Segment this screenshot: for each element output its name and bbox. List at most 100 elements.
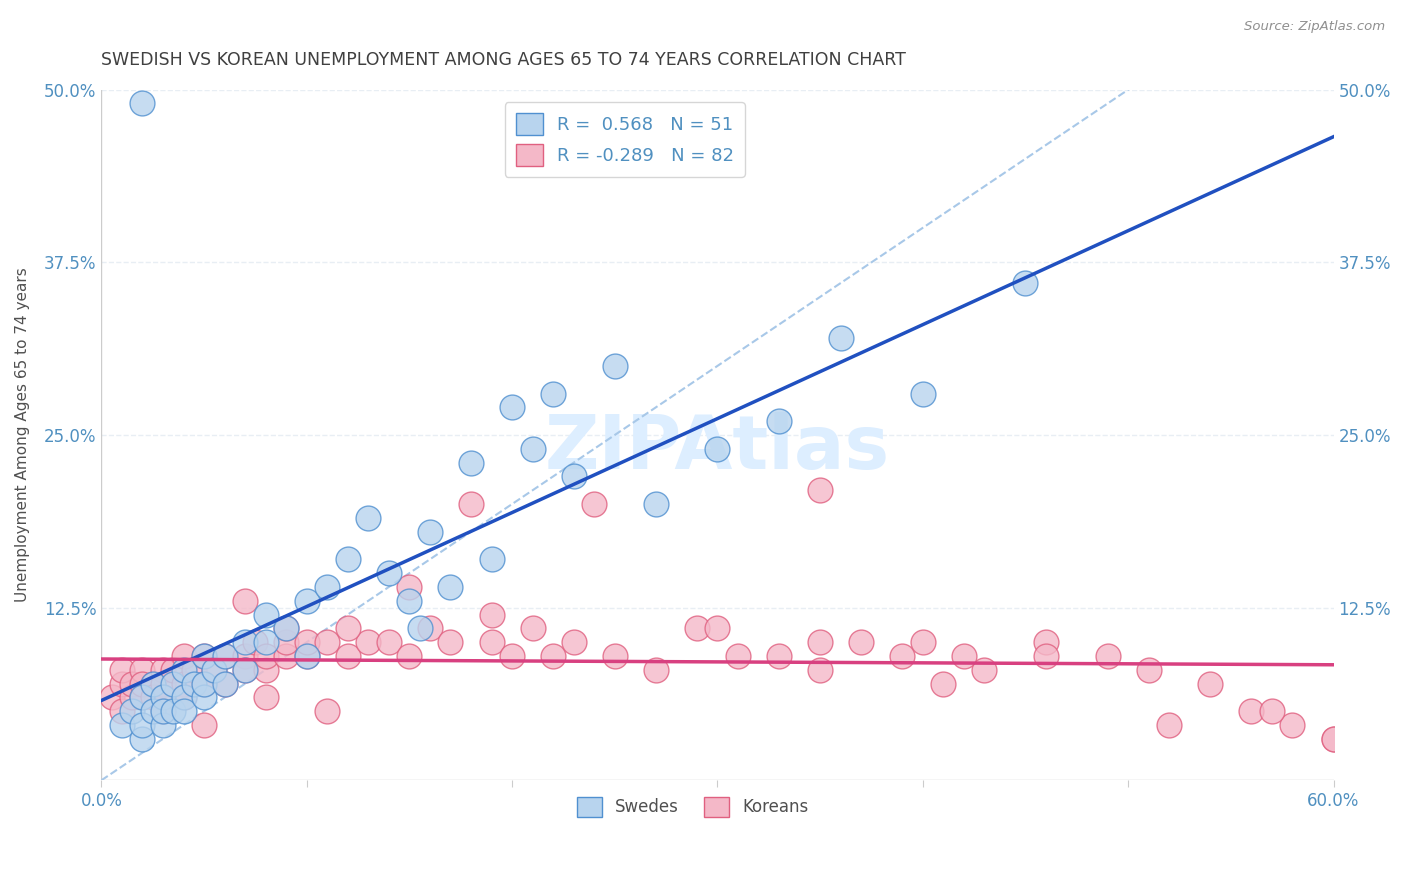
Point [541, 386, 564, 401]
Point [254, 635, 277, 649]
Point [336, 648, 359, 663]
Point [911, 386, 934, 401]
Point [152, 704, 174, 718]
Point [193, 648, 215, 663]
Point [173, 704, 195, 718]
Point [830, 331, 852, 345]
Point [316, 635, 339, 649]
Point [357, 511, 380, 525]
Point [162, 676, 184, 690]
Point [953, 648, 976, 663]
Point [398, 593, 420, 607]
Point [439, 635, 461, 649]
Point [111, 663, 134, 677]
Point [357, 635, 380, 649]
Point [522, 442, 544, 456]
Point [173, 676, 195, 690]
Point [1035, 648, 1057, 663]
Point [131, 676, 153, 690]
Point [768, 414, 790, 428]
Point [911, 635, 934, 649]
Point [851, 635, 873, 649]
Point [183, 663, 205, 677]
Point [1261, 704, 1284, 718]
Point [245, 635, 267, 649]
Point [973, 663, 995, 677]
Point [481, 635, 503, 649]
Point [111, 718, 134, 732]
Point [233, 635, 256, 649]
Point [152, 690, 174, 705]
Y-axis label: Unemployment Among Ages 65 to 74 years: Unemployment Among Ages 65 to 74 years [15, 268, 30, 602]
Text: SWEDISH VS KOREAN UNEMPLOYMENT AMONG AGES 65 TO 74 YEARS CORRELATION CHART: SWEDISH VS KOREAN UNEMPLOYMENT AMONG AGE… [101, 51, 907, 69]
Point [276, 635, 298, 649]
Point [121, 676, 143, 690]
Point [336, 621, 359, 635]
Point [727, 648, 749, 663]
Point [131, 663, 153, 677]
Point [295, 648, 318, 663]
Point [808, 483, 831, 498]
Point [1137, 663, 1160, 677]
Point [121, 704, 143, 718]
Point [162, 704, 184, 718]
Point [583, 497, 606, 511]
Point [644, 497, 666, 511]
Point [541, 648, 564, 663]
Point [1199, 676, 1222, 690]
Point [183, 676, 205, 690]
Point [562, 635, 585, 649]
Point [214, 648, 236, 663]
Point [254, 663, 277, 677]
Point [1014, 276, 1036, 290]
Point [214, 676, 236, 690]
Point [295, 648, 318, 663]
Point [131, 690, 153, 705]
Point [1322, 731, 1344, 746]
Point [193, 718, 215, 732]
Point [603, 648, 626, 663]
Point [378, 635, 401, 649]
Point [408, 621, 430, 635]
Point [121, 690, 143, 705]
Point [603, 359, 626, 373]
Point [419, 621, 441, 635]
Point [460, 497, 482, 511]
Legend: Swedes, Koreans: Swedes, Koreans [571, 790, 815, 824]
Point [142, 704, 165, 718]
Point [131, 718, 153, 732]
Point [173, 648, 195, 663]
Point [316, 704, 339, 718]
Point [142, 676, 165, 690]
Point [768, 648, 790, 663]
Point [706, 442, 728, 456]
Point [336, 552, 359, 566]
Point [142, 690, 165, 705]
Point [233, 648, 256, 663]
Point [1097, 648, 1119, 663]
Point [152, 718, 174, 732]
Text: Source: ZipAtlas.com: Source: ZipAtlas.com [1244, 20, 1385, 33]
Point [202, 663, 225, 677]
Point [276, 621, 298, 635]
Point [233, 593, 256, 607]
Point [276, 648, 298, 663]
Point [173, 690, 195, 705]
Point [276, 621, 298, 635]
Point [378, 566, 401, 581]
Point [111, 676, 134, 690]
Point [1159, 718, 1181, 732]
Point [891, 648, 914, 663]
Point [419, 524, 441, 539]
Point [202, 663, 225, 677]
Point [439, 580, 461, 594]
Point [142, 676, 165, 690]
Point [295, 635, 318, 649]
Point [193, 648, 215, 663]
Point [254, 648, 277, 663]
Point [398, 648, 420, 663]
Point [214, 648, 236, 663]
Point [193, 676, 215, 690]
Point [316, 580, 339, 594]
Point [295, 593, 318, 607]
